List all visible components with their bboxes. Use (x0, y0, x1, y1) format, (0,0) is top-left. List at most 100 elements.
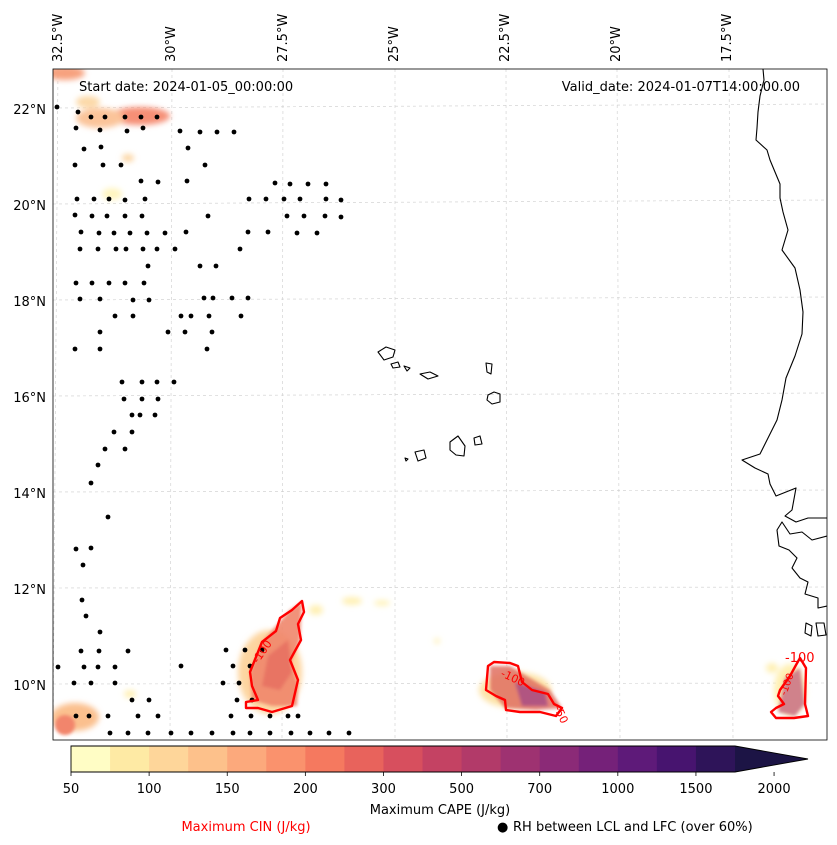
rh-dot (197, 129, 203, 135)
rh-dot (80, 562, 86, 568)
rh-dot (73, 280, 79, 286)
rh-dot (77, 296, 83, 302)
colorbar-bin (305, 746, 345, 772)
rh-dot (182, 329, 188, 335)
rh-dot (326, 730, 332, 736)
latitude-tick-label: 10°N (13, 679, 46, 694)
rh-dot (96, 230, 102, 236)
rh-dot (135, 713, 141, 719)
rh-dot (95, 664, 101, 670)
colorbar-tick-label: 300 (371, 782, 396, 797)
colorbar-bin (617, 746, 658, 772)
rh-dot (242, 647, 248, 653)
rh-dot (146, 697, 152, 703)
rh-dot (162, 230, 168, 236)
rh-dot (130, 297, 136, 303)
latitude-ticks: 22°N 20°N 18°N 16°N 14°N 12°N 10°N (13, 103, 46, 694)
rh-dot (97, 296, 103, 302)
colorbar-bin (344, 746, 384, 772)
colorbar-tick-label: 50 (63, 782, 80, 797)
rh-dot (220, 680, 226, 686)
rh-dot (185, 145, 191, 151)
map-background (53, 69, 827, 740)
rh-dot (95, 462, 101, 468)
rh-dot (102, 114, 108, 120)
rh-dot (178, 663, 184, 669)
colorbar-bins (71, 746, 736, 772)
colorbar-tick-label: 1000 (601, 782, 634, 797)
rh-dot (139, 213, 145, 219)
rh-dot (122, 213, 128, 219)
rh-dot (106, 196, 112, 202)
africa-coastline-south (776, 521, 827, 609)
colorbar-tick-label: 1500 (679, 782, 712, 797)
rh-dot (154, 246, 160, 252)
rh-dot (104, 213, 110, 219)
longitude-tick-label: 30°W (164, 26, 179, 62)
longitude-tick-label: 32.5°W (51, 14, 66, 62)
colorbar-tick-label: 150 (215, 782, 240, 797)
rh-dot (125, 648, 131, 654)
rh-dot (122, 197, 128, 203)
rh-dot (98, 144, 104, 150)
rh-dot (214, 129, 220, 135)
rh-dot (122, 280, 128, 286)
africa-coastline (741, 69, 827, 523)
rh-dot (113, 246, 119, 252)
colorbar-bin (578, 746, 619, 772)
rh-dot (118, 162, 124, 168)
colorbar-bin (539, 746, 580, 772)
rh-dot (209, 329, 215, 335)
rh-dot (111, 230, 117, 236)
colorbar-bin (500, 746, 541, 772)
rh-dot (72, 212, 78, 218)
rh-dot (81, 146, 87, 152)
rh-dot (127, 230, 133, 236)
rh-dot (72, 162, 78, 168)
latitude-tick-label: 14°N (13, 487, 46, 502)
rh-dot (123, 246, 129, 252)
rh-dot (238, 313, 244, 319)
cin-legend-label: Maximum CIN (J/kg) (181, 820, 310, 835)
rh-dot (71, 680, 77, 686)
rh-dot (236, 680, 242, 686)
longitude-tick-label: 17.5°W (720, 14, 735, 62)
rh-dot (88, 545, 94, 551)
rh-legend-label: RH between LCL and LFC (over 60%) (513, 820, 753, 835)
colorbar-bin (227, 746, 267, 772)
map-frame (52, 68, 828, 741)
rh-dot (263, 196, 269, 202)
longitude-tick-label: 25°W (387, 26, 402, 62)
rh-dot (81, 664, 87, 670)
longitude-tick-label: 27.5°W (276, 14, 291, 62)
rh-dot (248, 713, 254, 719)
rh-dot (74, 196, 80, 202)
rh-dot (73, 713, 79, 719)
rh-dot (307, 730, 313, 736)
rh-dot-markers (54, 104, 352, 736)
rh-dot (202, 162, 208, 168)
colorbar-tick-label: 200 (293, 782, 318, 797)
rh-dot (213, 263, 219, 269)
rh-dot (73, 125, 79, 131)
rh-dot (89, 213, 95, 219)
rh-dot (154, 114, 160, 120)
rh-dot (86, 713, 92, 719)
rh-dot (138, 178, 144, 184)
rh-dot (137, 412, 143, 418)
rh-dot (88, 114, 94, 120)
rh-dot (281, 196, 287, 202)
rh-dot (146, 297, 152, 303)
rh-dot (100, 162, 106, 168)
rh-dot (145, 263, 151, 269)
longitude-ticks: 32.5°W 30°W 27.5°W 25°W 22.5°W 20°W 17.5°W (51, 14, 735, 62)
rh-dot (314, 230, 320, 236)
rh-dot (183, 229, 189, 235)
rh-dot (265, 229, 271, 235)
rh-dot (184, 178, 190, 184)
rh-dot (346, 730, 352, 736)
rh-dot (107, 730, 113, 736)
rh-dot (111, 429, 117, 435)
rh-dot (83, 613, 89, 619)
rh-dot (72, 346, 78, 352)
